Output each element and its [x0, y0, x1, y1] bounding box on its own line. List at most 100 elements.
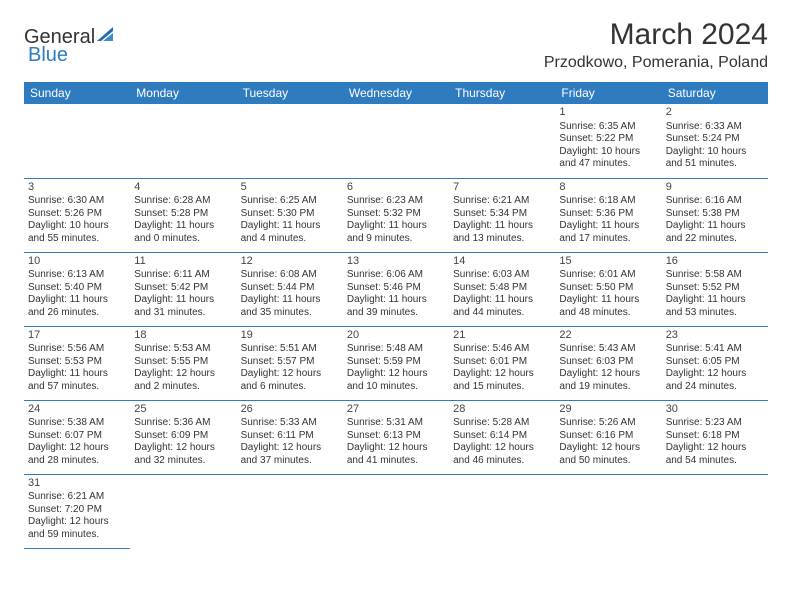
sunrise-text: Sunrise: 5:31 AM — [347, 417, 445, 430]
sunset-text: Sunset: 5:46 PM — [347, 282, 445, 295]
page: General March 2024 Przodkowo, Pomerania,… — [0, 0, 792, 567]
daylight-text: and 41 minutes. — [347, 455, 445, 468]
weekday-header: Wednesday — [343, 82, 449, 104]
day-number: 22 — [559, 329, 657, 343]
day-number: 16 — [666, 255, 764, 269]
sunset-text: Sunset: 6:07 PM — [28, 430, 126, 443]
sunrise-text: Sunrise: 5:28 AM — [453, 417, 551, 430]
daylight-text: and 0 minutes. — [134, 233, 232, 246]
day-number: 10 — [28, 255, 126, 269]
calendar-cell: 27Sunrise: 5:31 AMSunset: 6:13 PMDayligh… — [343, 400, 449, 474]
sunrise-text: Sunrise: 5:36 AM — [134, 417, 232, 430]
daylight-text: Daylight: 12 hours — [666, 442, 764, 455]
sunset-text: Sunset: 5:50 PM — [559, 282, 657, 295]
calendar-cell: 31Sunrise: 6:21 AMSunset: 7:20 PMDayligh… — [24, 474, 130, 548]
logo-text-blue: Blue — [28, 44, 68, 67]
calendar-cell — [24, 104, 130, 178]
calendar-body: 1Sunrise: 6:35 AMSunset: 5:22 PMDaylight… — [24, 104, 768, 548]
day-number: 4 — [134, 181, 232, 195]
calendar-row: 17Sunrise: 5:56 AMSunset: 5:53 PMDayligh… — [24, 326, 768, 400]
daylight-text: and 22 minutes. — [666, 233, 764, 246]
header: General March 2024 Przodkowo, Pomerania,… — [24, 18, 768, 72]
calendar-row: 31Sunrise: 6:21 AMSunset: 7:20 PMDayligh… — [24, 474, 768, 548]
day-number: 18 — [134, 329, 232, 343]
day-number: 20 — [347, 329, 445, 343]
sunrise-text: Sunrise: 5:41 AM — [666, 343, 764, 356]
calendar-cell: 24Sunrise: 5:38 AMSunset: 6:07 PMDayligh… — [24, 400, 130, 474]
calendar-cell: 2Sunrise: 6:33 AMSunset: 5:24 PMDaylight… — [662, 104, 768, 178]
sunset-text: Sunset: 6:01 PM — [453, 356, 551, 369]
calendar-cell: 30Sunrise: 5:23 AMSunset: 6:18 PMDayligh… — [662, 400, 768, 474]
day-number: 15 — [559, 255, 657, 269]
day-number: 17 — [28, 329, 126, 343]
calendar-cell: 25Sunrise: 5:36 AMSunset: 6:09 PMDayligh… — [130, 400, 236, 474]
daylight-text: and 4 minutes. — [241, 233, 339, 246]
sunset-text: Sunset: 5:22 PM — [559, 133, 657, 146]
day-number: 26 — [241, 403, 339, 417]
day-number: 24 — [28, 403, 126, 417]
day-number: 11 — [134, 255, 232, 269]
daylight-text: and 35 minutes. — [241, 307, 339, 320]
day-number: 8 — [559, 181, 657, 195]
daylight-text: and 47 minutes. — [559, 158, 657, 171]
calendar-row: 24Sunrise: 5:38 AMSunset: 6:07 PMDayligh… — [24, 400, 768, 474]
sunrise-text: Sunrise: 5:46 AM — [453, 343, 551, 356]
calendar-cell: 22Sunrise: 5:43 AMSunset: 6:03 PMDayligh… — [555, 326, 661, 400]
daylight-text: Daylight: 12 hours — [28, 442, 126, 455]
sunrise-text: Sunrise: 5:23 AM — [666, 417, 764, 430]
daylight-text: Daylight: 12 hours — [453, 442, 551, 455]
day-number: 3 — [28, 181, 126, 195]
daylight-text: and 17 minutes. — [559, 233, 657, 246]
daylight-text: Daylight: 11 hours — [134, 294, 232, 307]
sunset-text: Sunset: 5:28 PM — [134, 208, 232, 221]
sunset-text: Sunset: 5:30 PM — [241, 208, 339, 221]
day-number: 31 — [28, 477, 126, 491]
weekday-header: Friday — [555, 82, 661, 104]
daylight-text: Daylight: 10 hours — [28, 220, 126, 233]
daylight-text: and 2 minutes. — [134, 381, 232, 394]
sunset-text: Sunset: 5:40 PM — [28, 282, 126, 295]
daylight-text: and 32 minutes. — [134, 455, 232, 468]
calendar-cell: 14Sunrise: 6:03 AMSunset: 5:48 PMDayligh… — [449, 252, 555, 326]
daylight-text: and 51 minutes. — [666, 158, 764, 171]
sunset-text: Sunset: 5:57 PM — [241, 356, 339, 369]
daylight-text: and 53 minutes. — [666, 307, 764, 320]
sunset-text: Sunset: 5:34 PM — [453, 208, 551, 221]
day-number: 6 — [347, 181, 445, 195]
weekday-header: Tuesday — [237, 82, 343, 104]
sunrise-text: Sunrise: 5:53 AM — [134, 343, 232, 356]
daylight-text: and 57 minutes. — [28, 381, 126, 394]
sunrise-text: Sunrise: 6:23 AM — [347, 195, 445, 208]
calendar-cell: 26Sunrise: 5:33 AMSunset: 6:11 PMDayligh… — [237, 400, 343, 474]
day-number: 27 — [347, 403, 445, 417]
daylight-text: and 28 minutes. — [28, 455, 126, 468]
sunrise-text: Sunrise: 6:16 AM — [666, 195, 764, 208]
sunrise-text: Sunrise: 5:43 AM — [559, 343, 657, 356]
daylight-text: Daylight: 11 hours — [559, 220, 657, 233]
calendar-cell: 6Sunrise: 6:23 AMSunset: 5:32 PMDaylight… — [343, 178, 449, 252]
calendar-cell — [449, 474, 555, 548]
weekday-header: Monday — [130, 82, 236, 104]
sunrise-text: Sunrise: 6:33 AM — [666, 121, 764, 134]
daylight-text: and 46 minutes. — [453, 455, 551, 468]
daylight-text: and 10 minutes. — [347, 381, 445, 394]
daylight-text: Daylight: 11 hours — [666, 294, 764, 307]
daylight-text: Daylight: 12 hours — [134, 442, 232, 455]
calendar-cell: 29Sunrise: 5:26 AMSunset: 6:16 PMDayligh… — [555, 400, 661, 474]
day-number: 7 — [453, 181, 551, 195]
calendar-cell: 12Sunrise: 6:08 AMSunset: 5:44 PMDayligh… — [237, 252, 343, 326]
daylight-text: and 26 minutes. — [28, 307, 126, 320]
day-number: 21 — [453, 329, 551, 343]
sunrise-text: Sunrise: 5:33 AM — [241, 417, 339, 430]
location: Przodkowo, Pomerania, Poland — [544, 54, 768, 72]
daylight-text: Daylight: 11 hours — [28, 294, 126, 307]
sunset-text: Sunset: 5:44 PM — [241, 282, 339, 295]
daylight-text: and 37 minutes. — [241, 455, 339, 468]
sunset-text: Sunset: 5:48 PM — [453, 282, 551, 295]
calendar-cell — [237, 474, 343, 548]
daylight-text: and 48 minutes. — [559, 307, 657, 320]
calendar-cell — [130, 474, 236, 548]
daylight-text: Daylight: 10 hours — [559, 146, 657, 159]
daylight-text: and 13 minutes. — [453, 233, 551, 246]
sunrise-text: Sunrise: 6:21 AM — [28, 491, 126, 504]
